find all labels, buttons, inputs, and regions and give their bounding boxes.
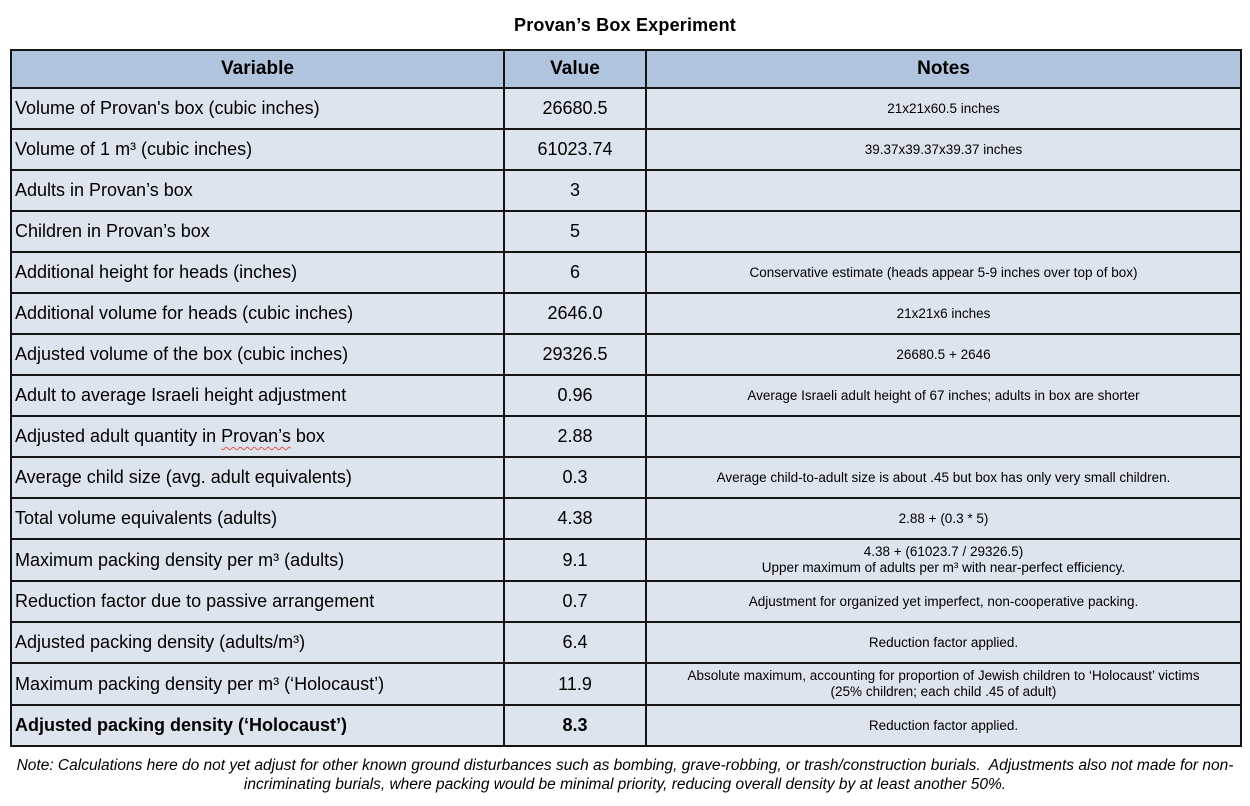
table-row: Adult to average Israeli height adjustme… — [10, 374, 1242, 417]
value-cell: 6.4 — [503, 621, 647, 664]
notes-cell: Average child-to-adult size is about .45… — [645, 456, 1242, 499]
note-line: 2.88 + (0.3 * 5) — [898, 510, 989, 526]
variable-cell: Adjusted volume of the box (cubic inches… — [10, 333, 505, 376]
value-cell: 8.3 — [503, 704, 647, 747]
variable-cell: Volume of 1 m³ (cubic inches) — [10, 128, 505, 171]
note-line: 21x21x60.5 inches — [887, 100, 1000, 116]
value-cell: 0.7 — [503, 580, 647, 623]
value-cell: 11.9 — [503, 662, 647, 706]
variable-text: box — [290, 426, 325, 446]
notes-cell: 26680.5 + 2646 — [645, 333, 1242, 376]
header-notes: Notes — [645, 49, 1242, 89]
table-row: Adults in Provan’s box 3 — [10, 169, 1242, 212]
table-row: Additional height for heads (inches) 6 C… — [10, 251, 1242, 294]
note-line: (25% children; each child .45 of adult) — [830, 684, 1057, 699]
notes-cell: Adjustment for organized yet imperfect, … — [645, 580, 1242, 623]
table-row: Adjusted volume of the box (cubic inches… — [10, 333, 1242, 376]
value-cell: 5 — [503, 210, 647, 253]
value-cell: 29326.5 — [503, 333, 647, 376]
table-row: Volume of 1 m³ (cubic inches) 61023.74 3… — [10, 128, 1242, 171]
note-line: 4.38 + (61023.7 / 29326.5) — [863, 544, 1024, 559]
variable-cell: Maximum packing density per m³ (adults) — [10, 538, 505, 582]
table-row: Additional volume for heads (cubic inche… — [10, 292, 1242, 335]
note-line: Reduction factor applied. — [868, 634, 1019, 650]
note-line: 39.37x39.37x39.37 inches — [864, 141, 1023, 157]
value-cell: 9.1 — [503, 538, 647, 582]
table-row: Maximum packing density per m³ (‘Holocau… — [10, 662, 1242, 706]
misspelled-word: Provan’s — [221, 426, 291, 446]
experiment-table: Variable Value Notes Volume of Provan's … — [10, 49, 1242, 747]
value-cell: 3 — [503, 169, 647, 212]
notes-cell — [645, 415, 1242, 458]
note-line: Average Israeli adult height of 67 inche… — [747, 387, 1140, 403]
table-row: Volume of Provan's box (cubic inches) 26… — [10, 87, 1242, 130]
value-cell: 4.38 — [503, 497, 647, 540]
notes-cell: Average Israeli adult height of 67 inche… — [645, 374, 1242, 417]
variable-text: Adjusted adult quantity in — [15, 426, 222, 446]
notes-cell: 21x21x60.5 inches — [645, 87, 1242, 130]
note-line: Conservative estimate (heads appear 5-9 … — [749, 264, 1138, 280]
notes-cell: 39.37x39.37x39.37 inches — [645, 128, 1242, 171]
header-variable: Variable — [10, 49, 505, 89]
table-header-row: Variable Value Notes — [10, 49, 1242, 89]
variable-cell: Maximum packing density per m³ (‘Holocau… — [10, 662, 505, 706]
value-cell: 0.3 — [503, 456, 647, 499]
notes-cell: Absolute maximum, accounting for proport… — [645, 662, 1242, 706]
value-cell: 61023.74 — [503, 128, 647, 171]
table-row: Adjusted packing density (adults/m³) 6.4… — [10, 621, 1242, 664]
footnote: Note: Calculations here do not yet adjus… — [16, 757, 1234, 793]
variable-cell: Volume of Provan's box (cubic inches) — [10, 87, 505, 130]
variable-cell: Total volume equivalents (adults) — [10, 497, 505, 540]
note-line: Adjustment for organized yet imperfect, … — [748, 593, 1139, 609]
table-row: Total volume equivalents (adults) 4.38 2… — [10, 497, 1242, 540]
variable-cell: Adjusted packing density (adults/m³) — [10, 621, 505, 664]
table-row: Maximum packing density per m³ (adults) … — [10, 538, 1242, 582]
notes-cell: Reduction factor applied. — [645, 621, 1242, 664]
variable-cell: Additional height for heads (inches) — [10, 251, 505, 294]
variable-cell: Adjusted packing density (‘Holocaust’) — [10, 704, 505, 747]
table-row: Children in Provan’s box 5 — [10, 210, 1242, 253]
variable-cell: Adjusted adult quantity in Provan’s box — [10, 415, 505, 458]
table-row: Average child size (avg. adult equivalen… — [10, 456, 1242, 499]
value-cell: 2646.0 — [503, 292, 647, 335]
note-line: Absolute maximum, accounting for proport… — [687, 668, 1200, 683]
table-row: Reduction factor due to passive arrangem… — [10, 580, 1242, 623]
notes-cell: 2.88 + (0.3 * 5) — [645, 497, 1242, 540]
notes-cell: Conservative estimate (heads appear 5-9 … — [645, 251, 1242, 294]
notes-cell — [645, 169, 1242, 212]
value-cell: 2.88 — [503, 415, 647, 458]
header-value: Value — [503, 49, 647, 89]
note-line: Average child-to-adult size is about .45… — [716, 469, 1171, 485]
notes-cell: 4.38 + (61023.7 / 29326.5) Upper maximum … — [645, 538, 1242, 582]
value-cell: 6 — [503, 251, 647, 294]
notes-cell: 21x21x6 inches — [645, 292, 1242, 335]
value-cell: 0.96 — [503, 374, 647, 417]
variable-cell: Adults in Provan’s box — [10, 169, 505, 212]
notes-cell — [645, 210, 1242, 253]
variable-cell: Reduction factor due to passive arrangem… — [10, 580, 505, 623]
note-line: Reduction factor applied. — [868, 717, 1019, 733]
variable-cell: Additional volume for heads (cubic inche… — [10, 292, 505, 335]
variable-cell: Children in Provan’s box — [10, 210, 505, 253]
variable-cell: Average child size (avg. adult equivalen… — [10, 456, 505, 499]
page-title: Provan’s Box Experiment — [513, 15, 736, 35]
note-line: Upper maximum of adults per m³ with near… — [761, 560, 1126, 575]
variable-cell: Adult to average Israeli height adjustme… — [10, 374, 505, 417]
notes-cell: Reduction factor applied. — [645, 704, 1242, 747]
table-row-total: Adjusted packing density (‘Holocaust’) 8… — [10, 704, 1242, 747]
note-line: 26680.5 + 2646 — [896, 346, 991, 362]
note-line: 21x21x6 inches — [896, 305, 991, 321]
table-row: Adjusted adult quantity in Provan’s box … — [10, 415, 1242, 458]
value-cell: 26680.5 — [503, 87, 647, 130]
